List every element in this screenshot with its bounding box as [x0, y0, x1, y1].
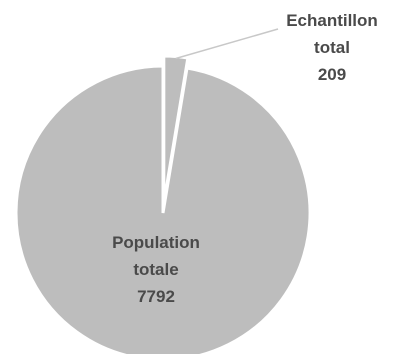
pie-slice-0: [14, 64, 312, 354]
slice-label-1-line-2: 209: [318, 65, 346, 84]
slice-label-1: Echantillon total 209: [286, 11, 378, 84]
slice-label-0-line-2: 7792: [137, 287, 175, 306]
slice-label-0: Population totale 7792: [112, 233, 200, 306]
pie-slice-1: [162, 54, 190, 204]
slice-label-0-line-1: totale: [133, 260, 178, 279]
leader-line: [175, 28, 279, 60]
slice-label-1-line-0: Echantillon: [286, 11, 378, 30]
slice-label-1-line-1: total: [314, 38, 350, 57]
slice-label-0-line-0: Population: [112, 233, 200, 252]
